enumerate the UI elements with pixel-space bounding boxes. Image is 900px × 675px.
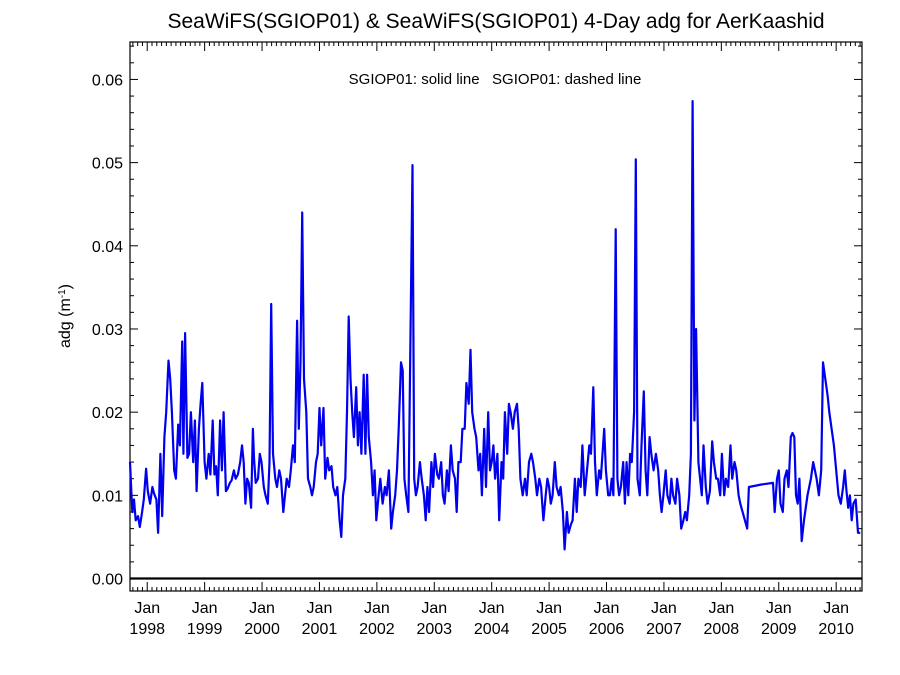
x-tick-month-label: Jan (421, 600, 447, 617)
x-tick-month-label: Jan (249, 600, 275, 617)
y-axis-label: adg (m-1) (57, 284, 75, 348)
x-tick-month-label: Jan (708, 600, 734, 617)
y-tick-label: 0.05 (92, 156, 123, 173)
series-line-solid (128, 99, 861, 551)
x-tick-month-label: Jan (823, 600, 849, 617)
x-tick-month-label: Jan (192, 600, 218, 617)
x-tick-month-label: Jan (364, 600, 390, 617)
x-tick-month-label: Jan (651, 600, 677, 617)
x-tick-month-label: Jan (134, 600, 160, 617)
x-tick-year-label: 1998 (129, 621, 165, 638)
y-tick-label: 0.03 (92, 322, 123, 339)
x-tick-year-label: 2007 (646, 621, 682, 638)
x-axis: Jan 1998 Jan 1999 Jan 2000 Jan 2001 Jan 2002 Jan 20… (129, 42, 861, 638)
y-axis: 0.00 0.01 0.02 0.03 0.04 0.05 0.06 (92, 45, 862, 589)
plot-area: 0.00 0.01 0.02 0.03 0.04 0.05 0.06 Jan 1998 Jan 1… (92, 41, 863, 638)
x-tick-year-label: 2006 (589, 621, 625, 638)
x-tick-year-label: 2000 (244, 621, 280, 638)
x-tick-year-label: 2008 (704, 621, 740, 638)
x-tick-month-label: Jan (307, 600, 333, 617)
y-axis-label-close: ) (57, 284, 74, 289)
y-axis-label-sup: -1 (57, 289, 68, 298)
y-axis-label-main: adg (m (57, 298, 74, 348)
chart-title: SeaWiFS(SGIOP01) & SeaWiFS(SGIOP01) 4-Da… (167, 10, 824, 33)
x-tick-month-label: Jan (594, 600, 620, 617)
plot-frame (129, 41, 863, 592)
y-tick-label: 0.04 (92, 239, 123, 256)
x-tick-month-label: Jan (536, 600, 562, 617)
y-tick-label: 0.06 (92, 72, 123, 89)
x-tick-month-label: Jan (479, 600, 505, 617)
legend-annotation: SGIOP01: solid line SGIOP01: dashed line (349, 71, 642, 88)
x-tick-year-label: 2002 (359, 621, 395, 638)
x-tick-year-label: 2003 (416, 621, 452, 638)
x-tick-year-label: 2010 (818, 621, 854, 638)
y-tick-label: 0.00 (92, 572, 123, 589)
y-tick-label: 0.01 (92, 488, 123, 505)
x-tick-year-label: 2004 (474, 621, 510, 638)
x-tick-month-label: Jan (766, 600, 792, 617)
y-tick-label: 0.02 (92, 405, 123, 422)
x-tick-year-label: 2005 (531, 621, 567, 638)
x-tick-year-label: 1999 (187, 621, 223, 638)
x-tick-year-label: 2009 (761, 621, 797, 638)
x-tick-year-label: 2001 (302, 621, 338, 638)
